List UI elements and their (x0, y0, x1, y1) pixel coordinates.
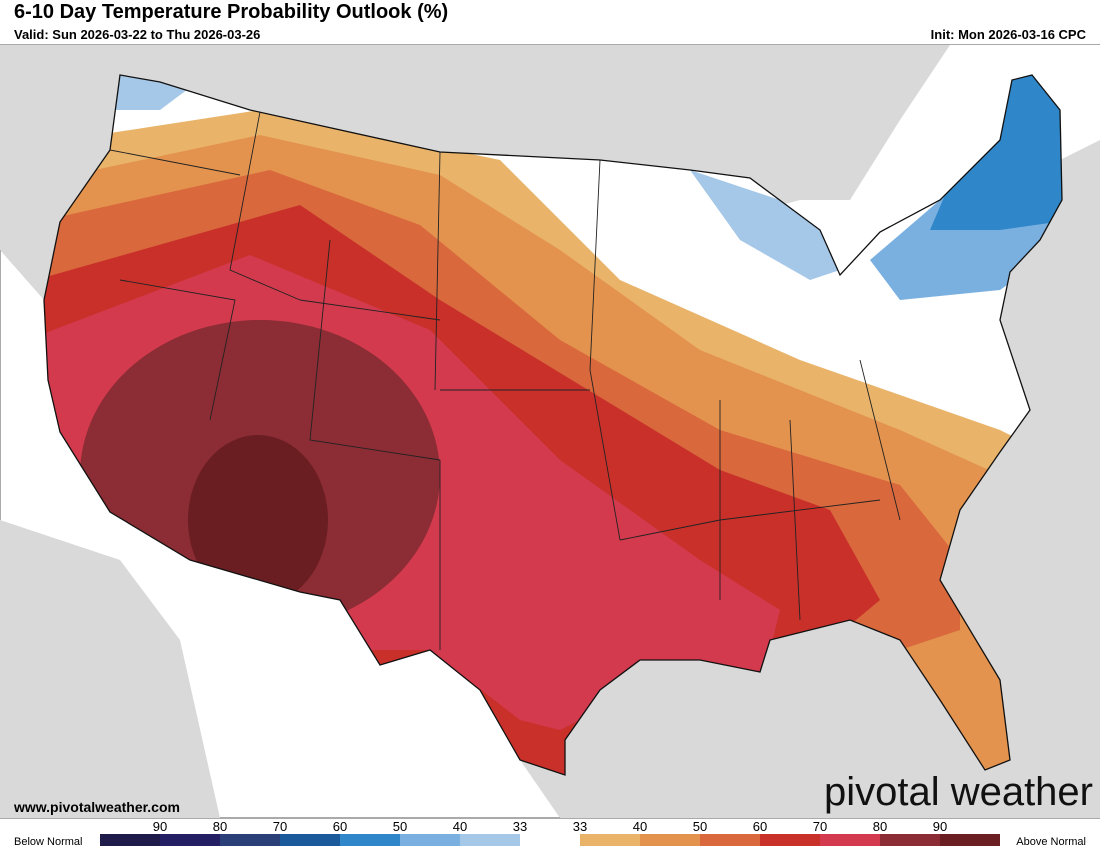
legend-tick-label: 33 (573, 819, 587, 834)
legend: Below Normal Above Normal 90 80 70 60 50 40 33… (14, 819, 1086, 848)
legend-tick-label: 60 (333, 819, 347, 834)
brand: pivotal weather (824, 770, 1093, 814)
legend-swatch (640, 834, 700, 846)
legend-tick-label: 70 (273, 819, 287, 834)
legend-swatch (460, 834, 520, 846)
legend-swatch (100, 834, 160, 846)
legend-swatch (160, 834, 220, 846)
legend-tick-label: 40 (453, 819, 467, 834)
legend-tick-label: 70 (813, 819, 827, 834)
legend-tick-label: 50 (693, 819, 707, 834)
valid-date: Valid: Sun 2026-03-22 to Thu 2026-03-26 (14, 27, 261, 42)
legend-above-label: Above Normal (1016, 836, 1086, 848)
init-date: Init: Mon 2026-03-16 CPC (930, 27, 1086, 42)
legend-tick-label: 60 (753, 819, 767, 834)
legend-swatch (940, 834, 1000, 846)
legend-below-label: Below Normal (14, 836, 82, 848)
legend-tick-label: 80 (873, 819, 887, 834)
legend-swatch (880, 834, 940, 846)
state-borders (109, 111, 901, 650)
legend-swatch (280, 834, 340, 846)
legend-tick-label: 33 (513, 819, 527, 834)
legend-tick-label: 40 (633, 819, 647, 834)
legend-swatch (760, 834, 820, 846)
legend-tick-label: 50 (393, 819, 407, 834)
legend-swatch (820, 834, 880, 846)
legend-swatch (700, 834, 760, 846)
map-title: 6-10 Day Temperature Probability Outlook… (14, 1, 449, 23)
website: www.pivotalweather.com (13, 799, 180, 815)
legend-swatch (400, 834, 460, 846)
legend-swatch (220, 834, 280, 846)
legend-tick-label: 90 (933, 819, 947, 834)
legend-swatch (520, 834, 580, 846)
legend-swatch (580, 834, 640, 846)
legend-tick-label: 80 (213, 819, 227, 834)
legend-tick-label: 90 (153, 819, 167, 834)
legend-swatch (340, 834, 400, 846)
